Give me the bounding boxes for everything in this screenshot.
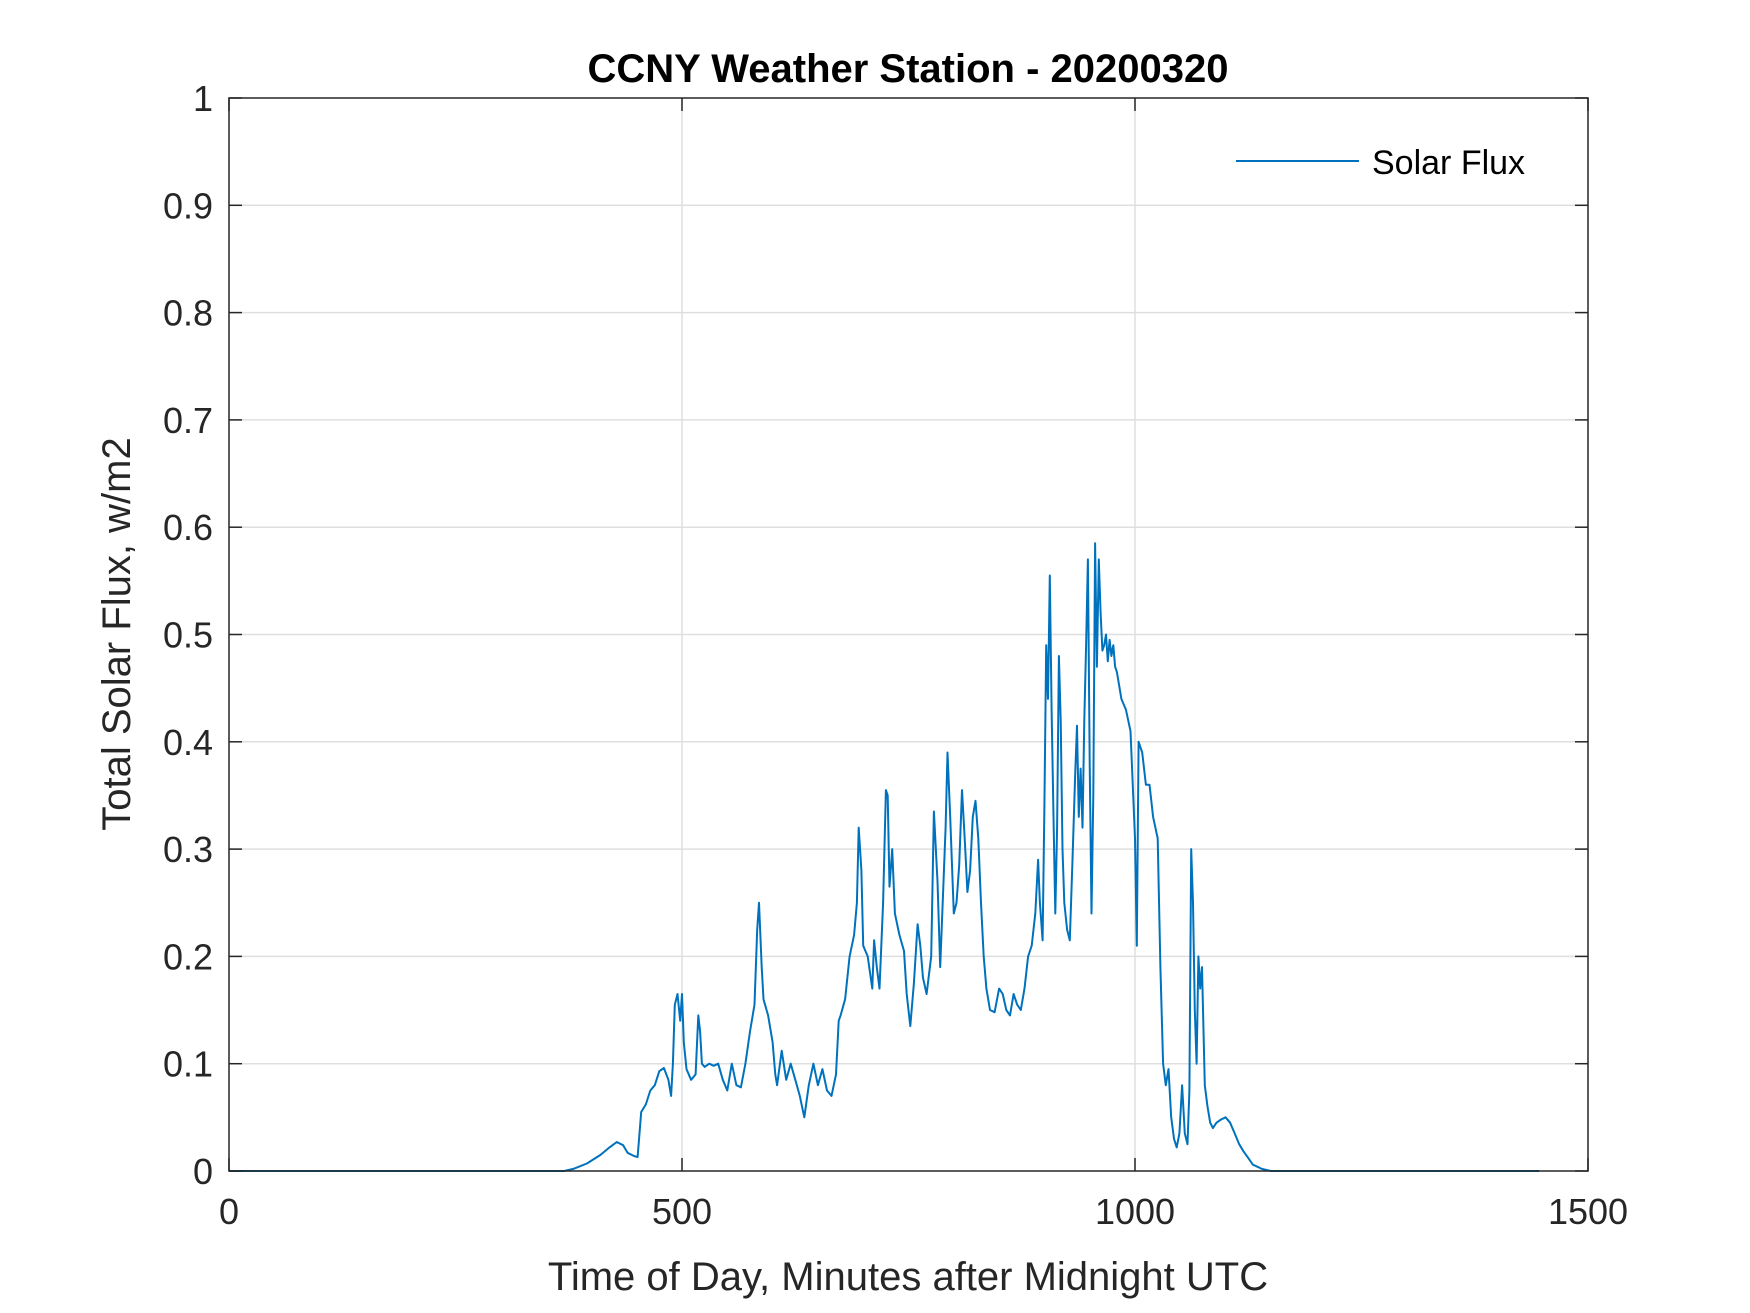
y-tick-label: 0.8 (163, 293, 213, 334)
x-tick-labels: 0 500 1000 1500 (219, 1191, 1628, 1232)
y-axis-label: Total Solar Flux, w/m2 (95, 437, 139, 830)
y-tick-labels: 0 0.1 0.2 0.3 0.4 0.5 0.6 0.7 0.8 0.9 1 (163, 78, 213, 1192)
chart-title: CCNY Weather Station - 20200320 (588, 47, 1229, 91)
legend-label-solar-flux: Solar Flux (1372, 144, 1525, 182)
series-layer (229, 542, 1540, 1172)
grid-lines (229, 98, 1588, 1171)
y-tick-label: 0.2 (163, 936, 213, 977)
y-tick-label: 0.4 (163, 722, 213, 763)
series-line-solar-flux (229, 542, 1540, 1172)
y-tick-label: 0.1 (163, 1044, 213, 1085)
y-tick-label: 0.6 (163, 507, 213, 548)
y-tick-label: 0.7 (163, 400, 213, 441)
tick-marks (228, 97, 1589, 1172)
x-tick-label: 0 (219, 1191, 239, 1232)
x-tick-label: 1000 (1095, 1191, 1175, 1232)
y-tick-label: 1 (193, 78, 213, 119)
x-tick-label: 1500 (1548, 1191, 1628, 1232)
x-axis-label: Time of Day, Minutes after Midnight UTC (548, 1255, 1268, 1299)
y-tick-label: 0 (193, 1151, 213, 1192)
y-tick-label: 0.5 (163, 615, 213, 656)
x-tick-label: 500 (652, 1191, 712, 1232)
y-tick-label: 0.9 (163, 185, 213, 226)
legend: Solar Flux (1236, 144, 1525, 182)
y-tick-label: 0.3 (163, 829, 213, 870)
